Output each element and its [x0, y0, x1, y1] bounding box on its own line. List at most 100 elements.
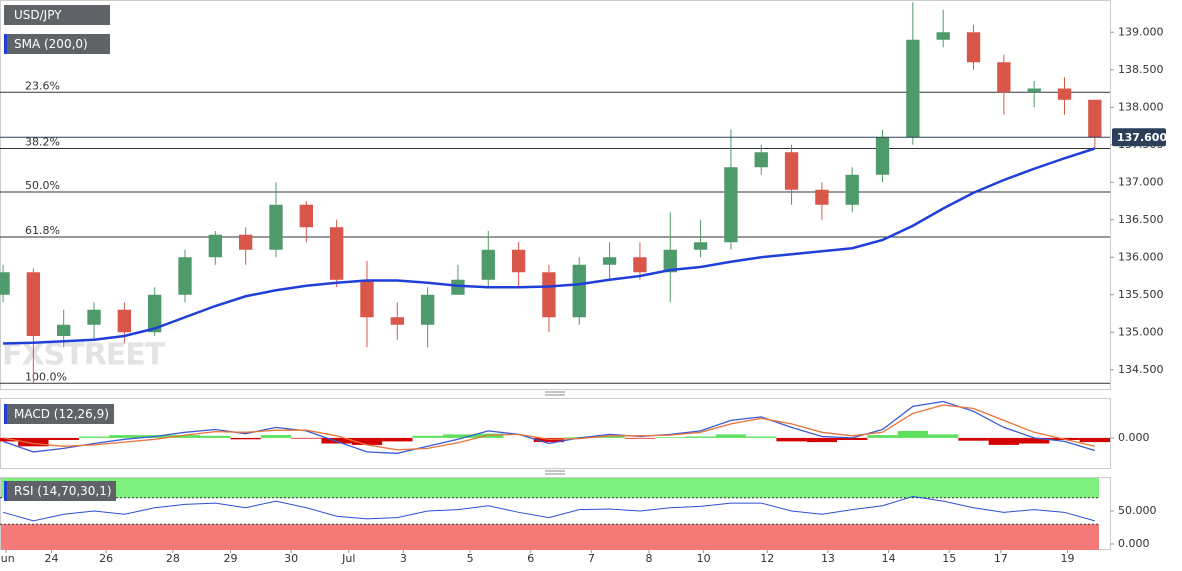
x-tick-label: 3 [400, 552, 407, 565]
fib-label: 23.6% [25, 79, 60, 92]
y-tick-label: 50.000 [1118, 504, 1157, 517]
candle-body [451, 279, 465, 295]
series-line [2, 495, 1095, 522]
histogram-bar [473, 433, 504, 438]
histogram-bar [928, 434, 959, 438]
candle-body [208, 234, 222, 258]
x-tick-label: 24 [45, 552, 59, 565]
candle-body [875, 137, 890, 175]
x-tick-label: 30 [284, 552, 298, 565]
candle-body [329, 227, 344, 280]
series-line [2, 404, 1095, 451]
x-tick-label: Jun [0, 552, 15, 565]
candle-body [693, 242, 708, 250]
legend-label: SMA (200,0) [14, 37, 88, 51]
fib-label: 61.8% [25, 224, 60, 237]
histogram-bar [351, 437, 383, 445]
last-price-box [1112, 128, 1166, 147]
legend-box [4, 5, 110, 25]
candle-body [936, 32, 950, 40]
y-tick-label: 139.000 [1118, 25, 1164, 38]
histogram-bar [715, 434, 747, 438]
candle-body [633, 257, 647, 273]
x-tick-label: 10 [697, 552, 711, 565]
legend-label: RSI (14,70,30,1) [14, 484, 112, 498]
x-tick-label: 26 [99, 552, 113, 565]
x-tick-label: 12 [760, 552, 774, 565]
candle-body [602, 257, 617, 265]
candle-body [117, 309, 132, 333]
y-tick-label: 135.000 [1118, 325, 1164, 338]
price-panel [0, 0, 1111, 390]
x-tick-label: 7 [588, 552, 595, 565]
candle-body [997, 62, 1011, 93]
last-price-label: 137.600 [1117, 131, 1167, 144]
histogram-bar [837, 437, 868, 440]
histogram-bar [382, 437, 413, 442]
histogram-bar [897, 430, 929, 438]
candle-body [542, 272, 556, 318]
legend-strip [4, 5, 7, 25]
x-tick-label: 19 [1061, 552, 1075, 565]
y-tick-label: 135.500 [1118, 288, 1164, 301]
histogram-bar [291, 437, 322, 439]
legend-strip [4, 34, 7, 54]
legend-box [4, 404, 114, 424]
candle-body [1057, 88, 1072, 100]
candle-body [845, 174, 859, 205]
x-tick-label: 29 [223, 552, 237, 565]
candle-body [1088, 99, 1102, 138]
candle-body [148, 294, 162, 333]
candle-body [238, 234, 253, 250]
fib-label: 38.2% [25, 136, 60, 149]
y-tick-label: 0.000 [1118, 537, 1150, 550]
histogram-bar [78, 436, 110, 438]
fib-label: 50.0% [25, 179, 60, 192]
x-tick-label: 6 [527, 552, 534, 565]
candle-body [754, 152, 768, 168]
histogram-bar [594, 436, 625, 438]
histogram-bar [746, 436, 777, 438]
legend-box [4, 34, 110, 54]
y-tick-label: 137.000 [1118, 175, 1164, 188]
series-line [2, 400, 1096, 454]
x-tick-label: Jul [341, 552, 355, 565]
candle-body [26, 272, 41, 336]
x-tick-label: 13 [821, 552, 835, 565]
x-tick-label: 28 [166, 552, 180, 565]
macd-panel [0, 398, 1111, 469]
histogram-bar [685, 436, 716, 438]
histogram-bar [988, 437, 1020, 445]
histogram-bar [958, 437, 989, 441]
candle-body [663, 249, 677, 273]
legend-label: MACD (12,26,9) [14, 407, 109, 421]
y-tick-label: 138.000 [1118, 100, 1164, 113]
candle-body [360, 279, 374, 318]
histogram-bar [1079, 437, 1110, 443]
candle-body [906, 39, 920, 138]
histogram-bar [533, 437, 565, 443]
candle-body [1027, 88, 1041, 93]
series-line [3, 147, 1096, 345]
histogram-bar [18, 437, 49, 447]
histogram-bar [109, 435, 140, 438]
histogram-bar [442, 434, 474, 438]
candle-body [269, 204, 283, 250]
histogram-bar [806, 437, 838, 443]
histogram-bar [200, 435, 231, 438]
histogram-bar [412, 435, 443, 438]
histogram-bar [624, 437, 656, 439]
candle-body [0, 272, 10, 295]
candle-body [815, 189, 829, 205]
histogram-bar [321, 437, 352, 444]
overbought-band [1, 478, 1099, 498]
candle-body [481, 249, 495, 280]
x-tick-label: 8 [646, 552, 653, 565]
y-tick-label: 136.500 [1118, 213, 1164, 226]
candle-body [390, 317, 404, 325]
oversold-band [1, 524, 1099, 550]
fib-label: 100.0% [25, 370, 67, 383]
y-tick-label: 0.000 [1118, 431, 1150, 444]
histogram-bar [655, 437, 686, 438]
